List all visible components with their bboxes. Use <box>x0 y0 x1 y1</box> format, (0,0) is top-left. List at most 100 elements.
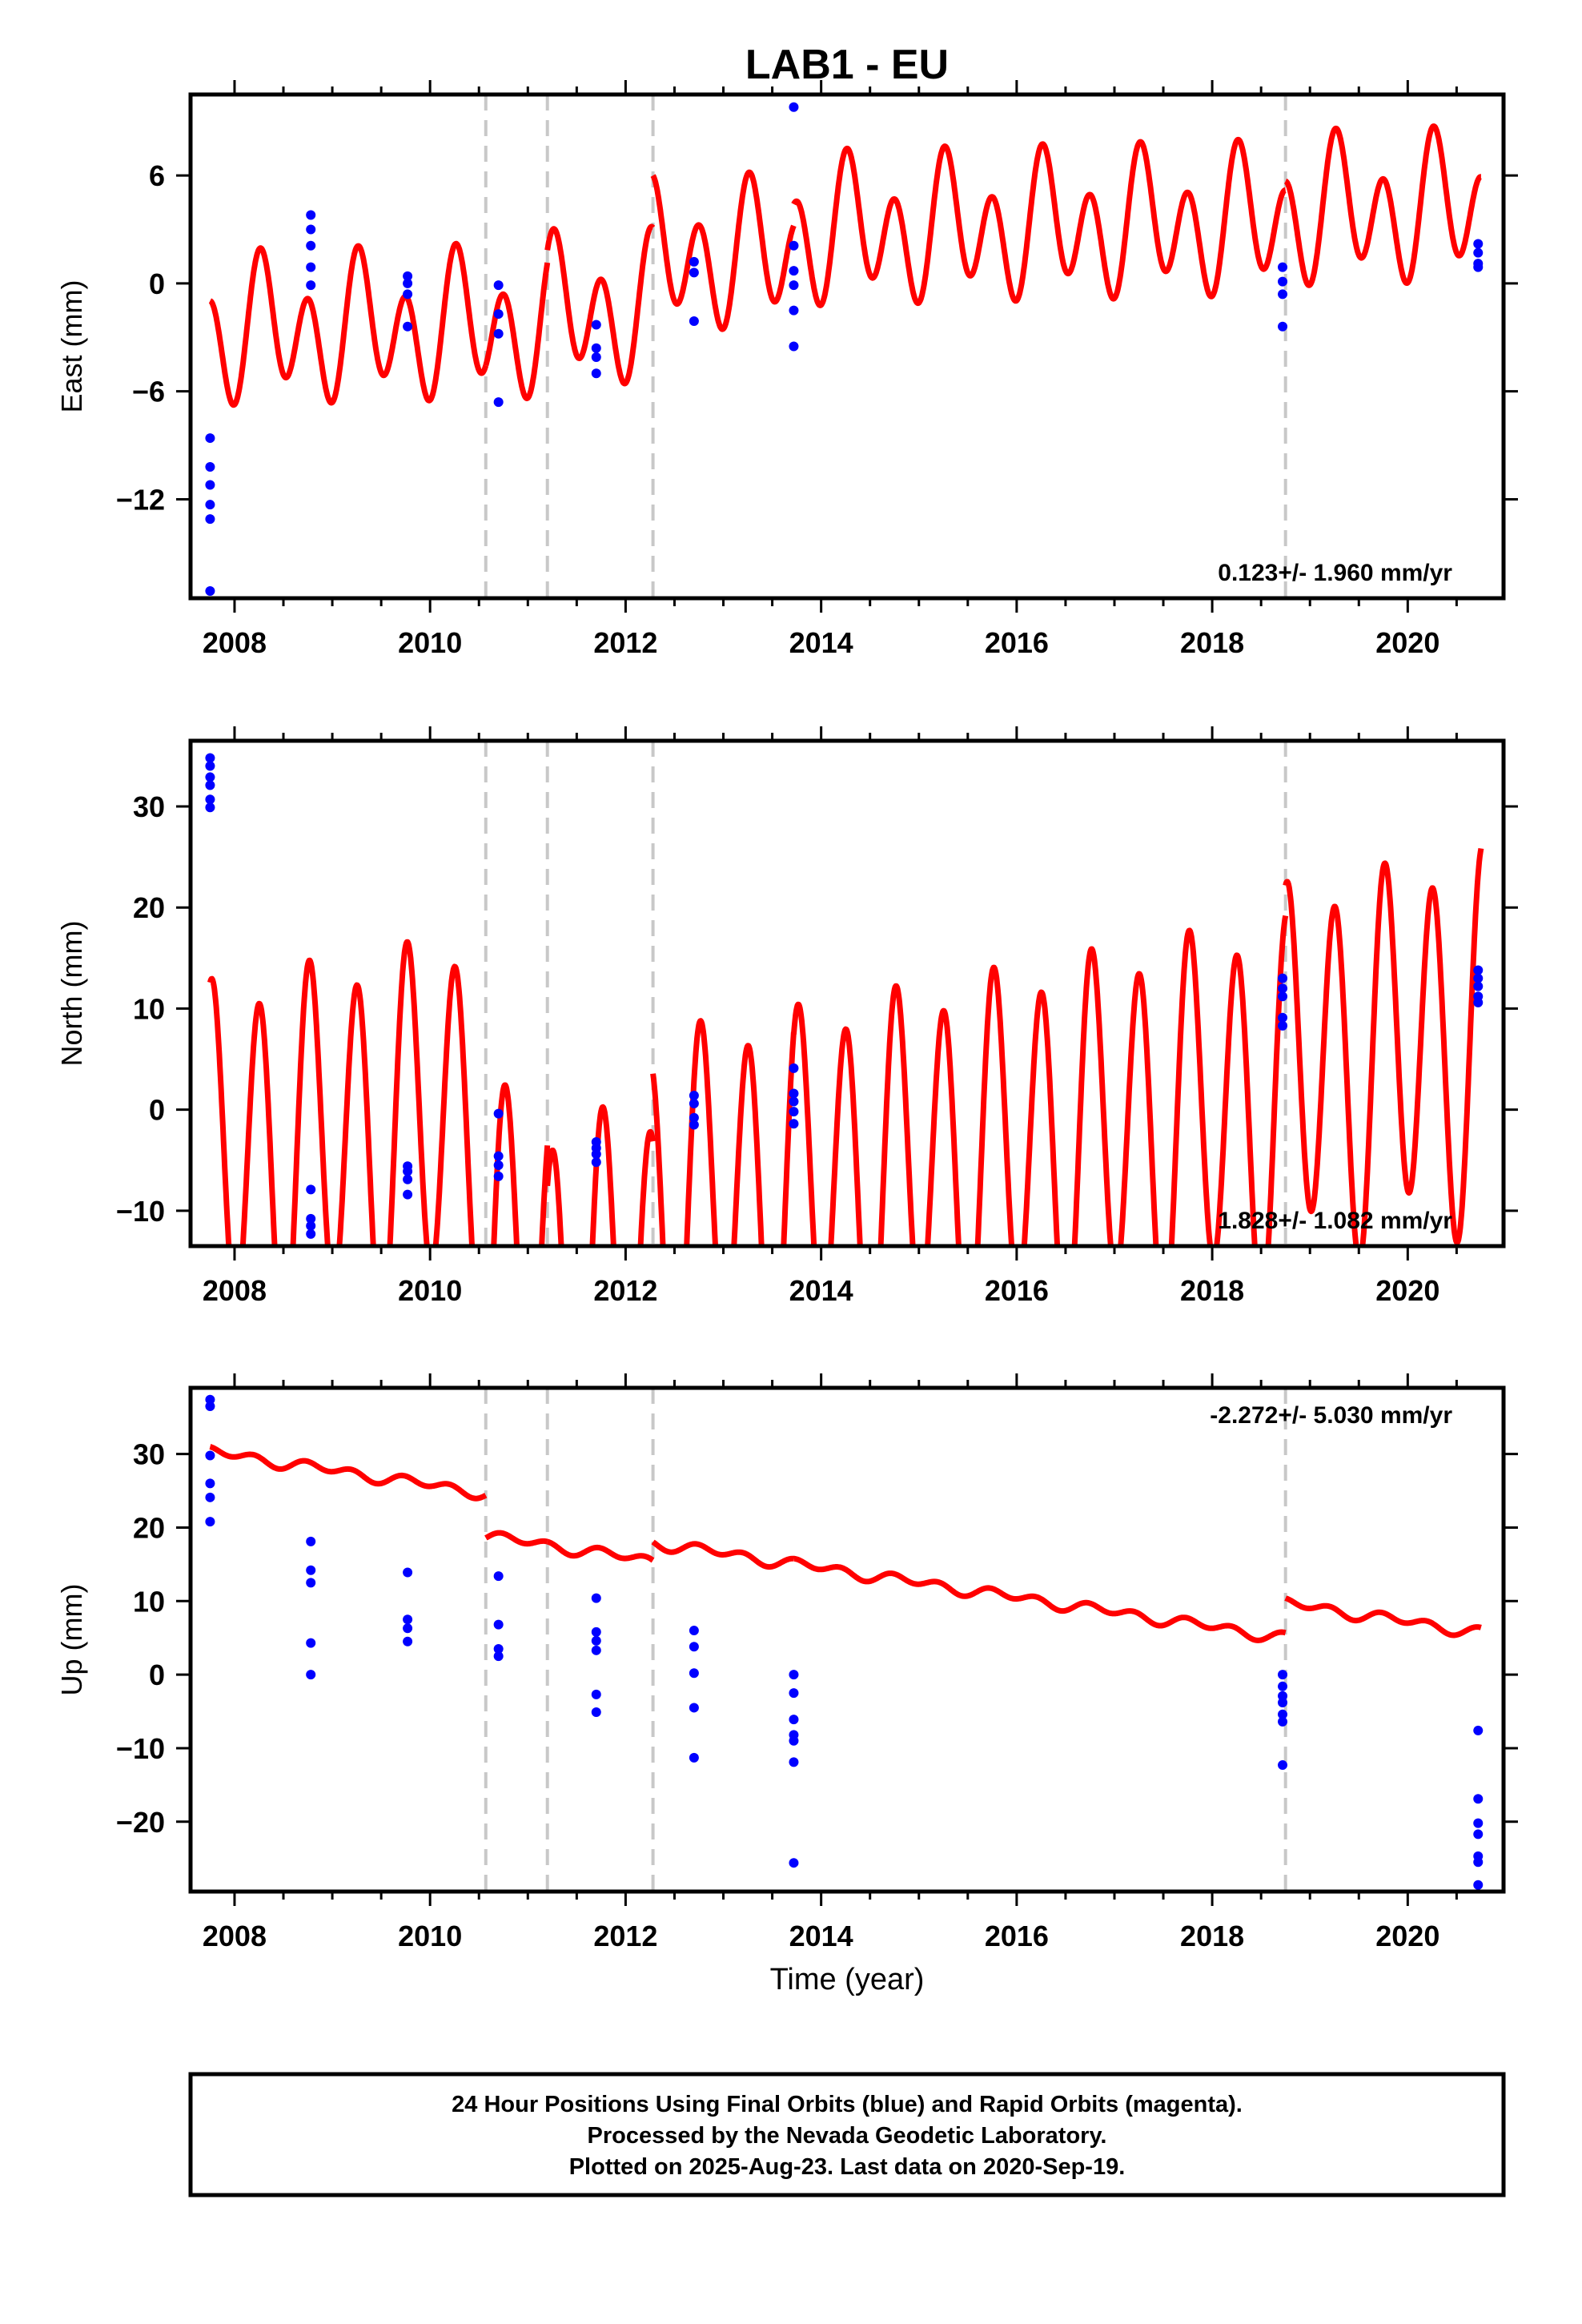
up-data-point <box>1473 1794 1484 1804</box>
east-data-point <box>493 328 504 339</box>
up-data-point <box>493 1571 504 1582</box>
east-x-tick-label: 2012 <box>593 626 657 659</box>
east-model-segment-5 <box>1283 123 1484 288</box>
up-y-tick-label: 10 <box>133 1585 165 1618</box>
north-x-tick-label: 2020 <box>1375 1274 1439 1307</box>
up-x-tick-label: 2012 <box>593 1920 657 1952</box>
east-data-point <box>591 368 601 379</box>
up-x-tick-label: 2010 <box>398 1920 462 1952</box>
north-data-point <box>493 1160 504 1171</box>
up-panel: 2008 2010 2012 2014 2016 2018 20203020100−10−2… <box>55 1373 1518 1952</box>
up-model-segment-2 <box>545 1538 656 1563</box>
up-y-tick-label: −10 <box>116 1732 165 1765</box>
north-data-point <box>205 794 215 805</box>
up-model-segment-0 <box>207 1444 488 1502</box>
east-panel: 2008 2010 2012 2014 2016 2018 2020 6 0 −6 −12 East … <box>55 80 1518 659</box>
up-model-segment-5 <box>1283 1595 1484 1638</box>
east-y-tick-label: 6 <box>149 159 165 192</box>
north-data-point <box>205 761 215 771</box>
up-data-point <box>1278 1691 1288 1701</box>
east-data-point <box>789 102 799 112</box>
east-data-point <box>403 278 413 288</box>
north-x-tick-label: 2010 <box>398 1274 462 1307</box>
north-model-segment-4 <box>790 915 1289 1246</box>
east-x-tick-label: 2010 <box>398 626 462 659</box>
footer-frame <box>188 2072 1506 2197</box>
up-data-point <box>403 1614 413 1625</box>
east-data-point <box>205 500 215 510</box>
north-data-point <box>689 1099 699 1109</box>
north-x-tick-label: 2014 <box>789 1274 853 1307</box>
up-x-tick-label: 2018 <box>1180 1920 1244 1952</box>
north-data-point <box>493 1151 504 1161</box>
up-x-tick-label: 2020 <box>1375 1920 1439 1952</box>
up-data-point <box>1473 1829 1484 1839</box>
up-data-point <box>205 1450 215 1461</box>
up-data-point <box>789 1670 799 1680</box>
east-model-segment-3 <box>650 169 797 332</box>
north-data-point <box>1473 981 1484 991</box>
up-data-point <box>689 1668 699 1679</box>
north-frame <box>188 738 1506 1248</box>
north-data-point <box>1473 965 1484 975</box>
up-data-point <box>205 1401 215 1411</box>
east-data-point <box>789 280 799 291</box>
footer-line-2: Processed by the Nevada Geodetic Laborat… <box>588 2123 1107 2149</box>
up-model-segment-4 <box>791 1555 1288 1643</box>
north-y-axis-label: North (mm) <box>55 921 88 1067</box>
footer-box: 24 Hour Positions Using Final Orbits (bl… <box>188 2072 1506 2197</box>
east-data-point <box>205 514 215 525</box>
up-data-point <box>591 1645 601 1655</box>
east-data-point <box>789 341 799 352</box>
east-data-point <box>306 280 316 291</box>
up-data-point <box>1278 1760 1288 1771</box>
east-rate-label: 0.123+/- 1.960 mm/yr <box>1218 560 1452 586</box>
east-data-point <box>689 256 699 267</box>
east-model-segment-0 <box>207 240 489 408</box>
east-data-point <box>789 305 799 316</box>
up-frame <box>188 1385 1506 1894</box>
east-data-point <box>1278 289 1288 300</box>
north-y-tick-label: 30 <box>133 790 165 823</box>
north-data-point <box>1473 973 1484 983</box>
east-data-point <box>591 343 601 353</box>
up-data-point <box>591 1593 601 1603</box>
north-data-point <box>1278 983 1288 994</box>
east-data-point <box>403 271 413 281</box>
up-data-point <box>1473 1818 1484 1828</box>
north-data-point <box>789 1107 799 1117</box>
up-rate-label: -2.272+/- 5.030 mm/yr <box>1210 1402 1452 1429</box>
up-data-point <box>493 1619 504 1630</box>
north-y-tick-label: −10 <box>116 1195 165 1228</box>
east-x-tick-label: 2014 <box>789 626 853 659</box>
up-data-point <box>403 1567 413 1578</box>
up-y-tick-label: 0 <box>149 1659 165 1691</box>
north-data-point <box>306 1184 316 1195</box>
up-data-point <box>689 1752 699 1763</box>
north-data-point <box>205 780 215 790</box>
north-model-segment-1 <box>491 1082 551 1246</box>
up-data-point <box>493 1643 504 1654</box>
north-plot-area <box>205 741 1484 1246</box>
east-data-point <box>493 397 504 408</box>
east-data-point <box>493 309 504 320</box>
up-y-axis-label: Up (mm) <box>55 1584 88 1696</box>
north-data-point <box>1473 997 1484 1007</box>
east-data-point <box>789 266 799 276</box>
east-data-point <box>205 480 215 490</box>
up-data-point <box>1278 1709 1288 1719</box>
up-data-point <box>789 1715 799 1725</box>
up-data-point <box>205 1394 215 1405</box>
up-data-point <box>591 1689 601 1699</box>
east-y-tick-label: 0 <box>149 267 165 300</box>
north-data-point <box>591 1149 601 1160</box>
up-data-point <box>689 1642 699 1652</box>
up-data-point <box>306 1670 316 1680</box>
up-data-point <box>789 1735 799 1746</box>
east-data-point <box>306 210 316 220</box>
north-y-tick-label: 10 <box>133 992 165 1025</box>
east-x-tick-label: 2008 <box>203 626 267 659</box>
up-model-segment-1 <box>484 1530 550 1547</box>
north-model-segment-2 <box>544 1104 656 1246</box>
